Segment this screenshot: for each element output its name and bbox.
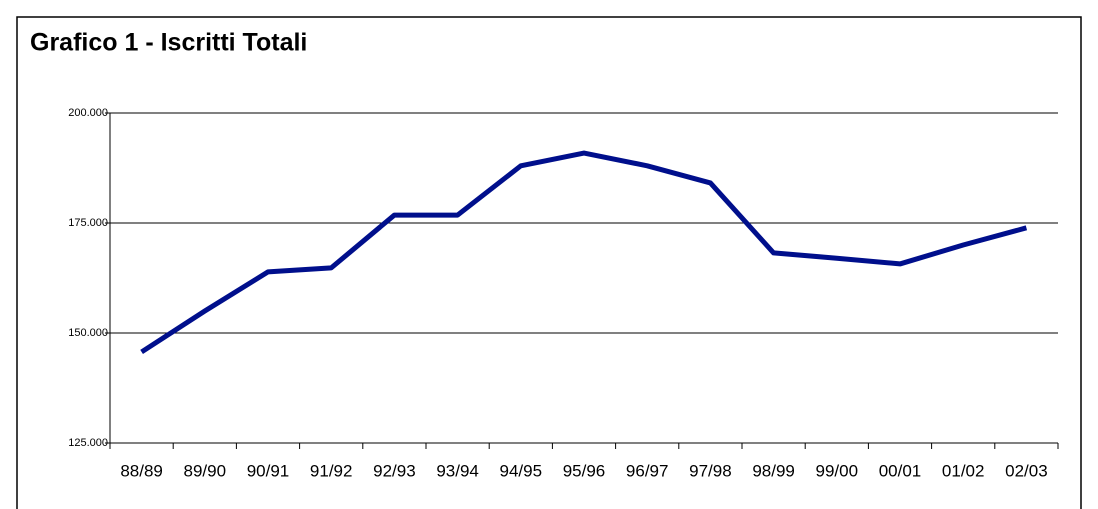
x-tick-label: 92/93 <box>373 461 416 480</box>
y-tick-label: 200.000 <box>68 107 108 119</box>
y-tick-label: 125.000 <box>68 437 108 449</box>
x-tick-label: 95/96 <box>563 461 606 480</box>
x-tick-label: 90/91 <box>247 461 290 480</box>
x-tick-label: 91/92 <box>310 461 353 480</box>
x-tick-label: 01/02 <box>942 461 985 480</box>
x-tick-label: 89/90 <box>184 461 227 480</box>
x-tick-label: 99/00 <box>816 461 859 480</box>
y-tick-label: 175.000 <box>68 217 108 229</box>
chart-title: Grafico 1 - Iscritti Totali <box>30 29 307 57</box>
x-tick-label: 97/98 <box>689 461 732 480</box>
x-tick-label: 02/03 <box>1005 461 1048 480</box>
x-tick-label: 00/01 <box>879 461 922 480</box>
x-tick-label: 96/97 <box>626 461 669 480</box>
frame <box>16 16 1082 509</box>
y-tick-label: 150.000 <box>68 327 108 339</box>
x-tick-label: 88/89 <box>120 461 163 480</box>
x-tick-label: 98/99 <box>752 461 795 480</box>
line-series <box>140 150 1028 355</box>
x-tick-label: 94/95 <box>500 461 543 480</box>
x-tick-label: 93/94 <box>436 461 479 480</box>
